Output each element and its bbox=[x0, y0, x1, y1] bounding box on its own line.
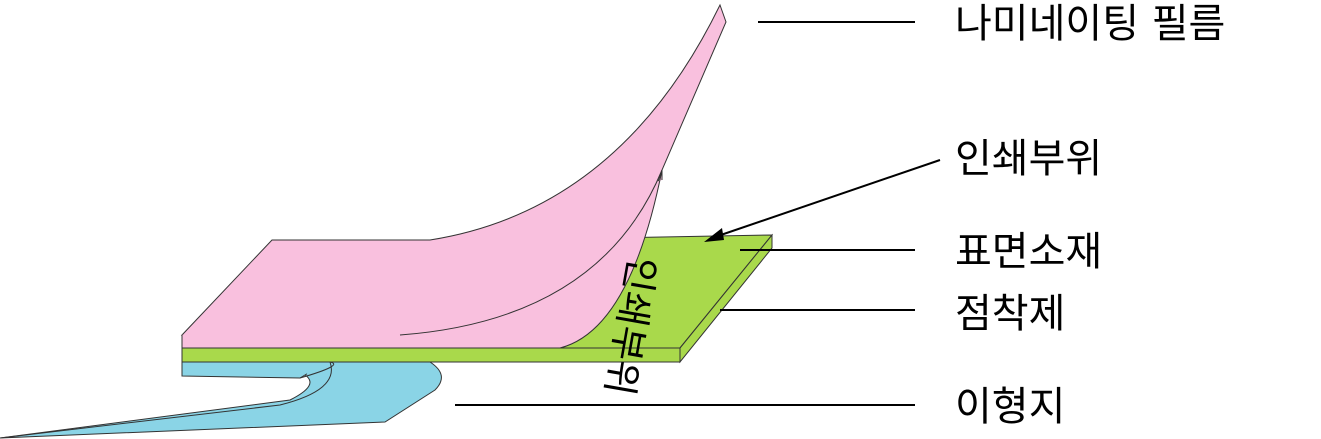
label-release-paper: 이형지 bbox=[955, 384, 1065, 430]
label-surface-material: 표면소재 bbox=[955, 229, 1102, 275]
label-laminating-film: 나미네이팅 필름 bbox=[955, 1, 1225, 47]
arrow-head-icon bbox=[704, 228, 724, 242]
label-adhesive: 점착제 bbox=[955, 291, 1065, 337]
label-print-area: 인쇄부위 bbox=[955, 136, 1102, 182]
release-paper-layer bbox=[0, 361, 442, 439]
